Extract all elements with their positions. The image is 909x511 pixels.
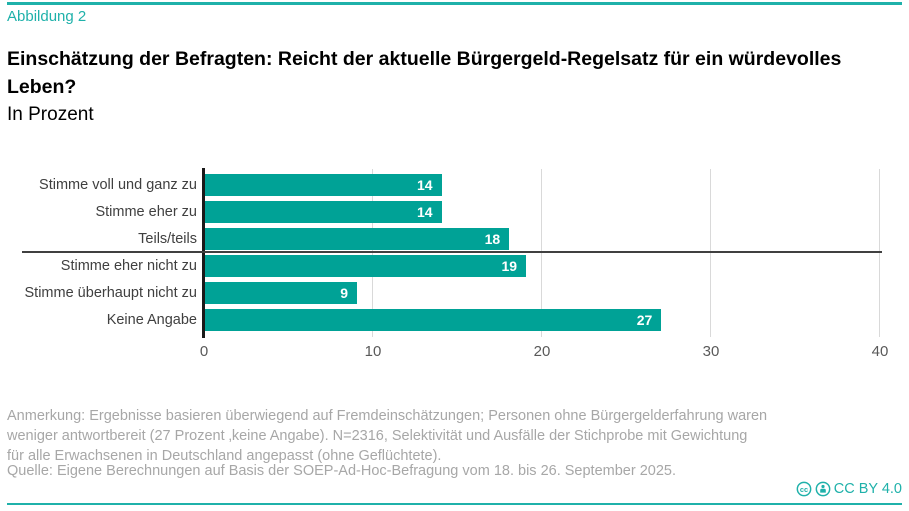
bar: 14	[205, 174, 442, 196]
license-badge[interactable]: cc CC BY 4.0	[796, 480, 902, 498]
note-line: weniger antwortbereit (27 Prozent ‚keine…	[7, 428, 748, 444]
bar: 9	[205, 282, 358, 304]
separator-line	[22, 251, 882, 253]
plot-area: 14 14 18 19 9 27	[202, 168, 880, 338]
axis-baseline	[202, 168, 205, 338]
license-label: CC BY 4.0	[833, 481, 902, 497]
x-tick-label: 30	[702, 343, 720, 360]
chart-subtitle: In Prozent	[7, 104, 94, 125]
note-line: für alle Erwachsenen in Deutschland ange…	[7, 448, 442, 464]
category-label: Stimme eher nicht zu	[60, 258, 197, 274]
bar: 27	[205, 309, 662, 331]
x-tick-label: 20	[533, 343, 551, 360]
gridline-10	[372, 169, 373, 337]
chart-title: Einschätzung der Befragten: Reicht der a…	[7, 48, 842, 98]
category-label: Stimme eher zu	[95, 204, 197, 220]
source-line: Quelle: Eigene Berechnungen auf Basis de…	[7, 463, 677, 479]
category-label: Stimme überhaupt nicht zu	[24, 285, 197, 301]
figure-label: Abbildung 2	[7, 8, 87, 25]
notes-block: Anmerkung: Ergebnisse basieren überwiege…	[7, 406, 787, 466]
bar: 19	[205, 255, 527, 277]
x-tick-label: 0	[199, 343, 209, 360]
svg-text:cc: cc	[800, 485, 808, 494]
category-label: Stimme voll und ganz zu	[39, 177, 197, 193]
bar-value-label: 9	[340, 285, 349, 301]
top-rule	[7, 2, 902, 5]
bar: 14	[205, 201, 442, 223]
gridline-40	[879, 169, 880, 337]
cc-icon: cc	[796, 481, 812, 497]
gridline-20	[541, 169, 542, 337]
bottom-rule	[7, 503, 902, 505]
bar: 18	[205, 228, 510, 250]
bar-value-label: 18	[484, 231, 501, 247]
x-tick-label: 40	[871, 343, 889, 360]
bar-value-label: 27	[636, 312, 653, 328]
gridline-30	[710, 169, 711, 337]
category-label: Keine Angabe	[106, 312, 197, 328]
x-tick-label: 10	[364, 343, 382, 360]
category-label: Teils/teils	[138, 231, 197, 247]
note-line: Anmerkung: Ergebnisse basieren überwiege…	[7, 408, 768, 424]
bar-value-label: 14	[417, 204, 433, 220]
bar-value-label: 14	[417, 177, 433, 193]
attribution-icon	[815, 481, 831, 497]
bar-value-label: 19	[501, 258, 518, 274]
